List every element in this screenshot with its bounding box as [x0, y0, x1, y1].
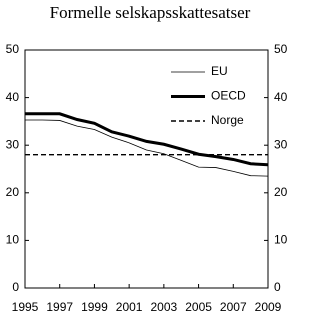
series-line — [25, 112, 269, 167]
chart: Formelle selskapsskattesatser 0 10 20 30 40 5… — [6, 3, 288, 314]
legend-label: EU — [211, 64, 228, 78]
x-tick-label: 2009 — [255, 300, 282, 314]
y-tick-label: 10 — [6, 233, 20, 247]
y2-tick-label: 50 — [274, 42, 288, 56]
x-tick-label: 2007 — [220, 300, 247, 314]
series-line — [25, 119, 269, 177]
y-tick-label: 0 — [12, 280, 19, 294]
y2-tick-label: 0 — [274, 280, 281, 294]
x-tick-label: 1999 — [81, 300, 108, 314]
y-tick-label: 20 — [6, 185, 20, 199]
y2-tick-label: 30 — [274, 137, 288, 151]
y2-tick-label: 20 — [274, 185, 288, 199]
x-tick-label: 1995 — [12, 300, 39, 314]
y2-tick-label: 40 — [274, 90, 288, 104]
x-tick-label: 1997 — [46, 300, 73, 314]
y-tick-label: 40 — [6, 90, 20, 104]
y-tick-label: 50 — [6, 42, 20, 56]
legend-label: OECD — [211, 89, 246, 103]
legend-label: Norge — [211, 113, 244, 127]
y-tick-label: 30 — [6, 137, 20, 151]
chart-title: Formelle selskapsskattesatser — [50, 3, 251, 22]
y2-tick-label: 10 — [274, 233, 288, 247]
plot-frame — [24, 49, 269, 289]
x-tick-label: 2003 — [151, 300, 178, 314]
x-tick-label: 2001 — [116, 300, 143, 314]
x-tick-label: 2005 — [185, 300, 212, 314]
